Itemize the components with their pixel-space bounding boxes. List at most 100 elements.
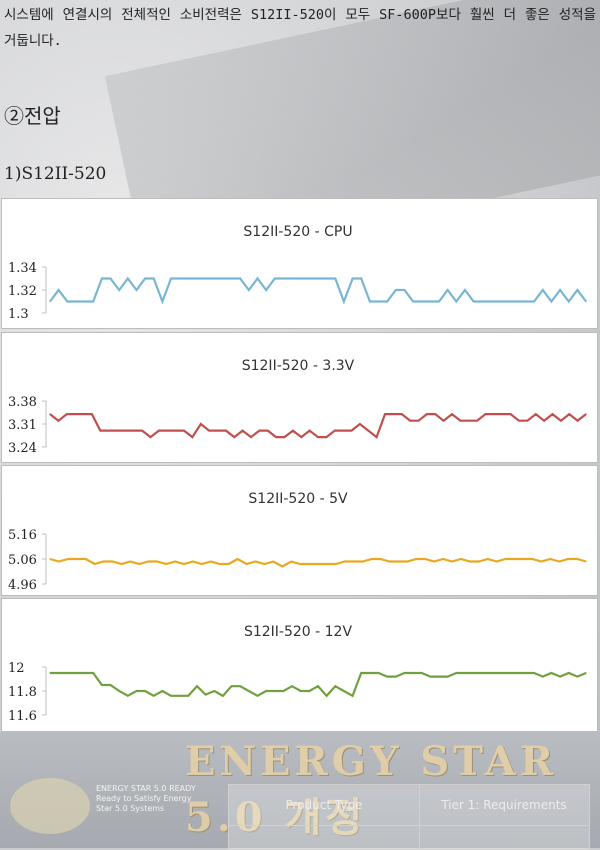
data-point [144,277,146,280]
data-point [362,560,364,563]
data-point [343,300,345,303]
data-point [406,560,408,563]
data-point [326,563,328,565]
y-axis-ticks: 12 11.8 11.6 [8,661,47,724]
data-point [317,563,319,565]
data-point [161,690,163,692]
data-point [58,289,60,291]
data-point [560,420,562,422]
data-point [258,430,260,432]
data-point [265,690,267,692]
data-point [334,430,336,432]
data-point [335,563,337,565]
table-header-requirements: Tier 1: Requirements [441,798,567,812]
data-point [242,430,244,432]
data-point [101,684,103,686]
data-point [377,672,380,674]
data-point [412,672,414,674]
data-point [256,695,259,697]
data-point [222,277,224,280]
data-point [576,676,579,678]
data-point [350,430,353,432]
data-point [498,300,501,303]
data-point [308,690,310,692]
data-point [299,563,301,565]
data-point [353,560,355,563]
data-point [558,560,560,563]
series-line-path [49,557,587,568]
data-point [233,436,235,438]
data-point [487,558,489,560]
data-point [66,413,68,415]
chart-cpu-svg: S12II-520 - CPU 1.34 1.32 1.3 [8,224,587,322]
data-point [493,413,495,415]
data-point [58,672,60,674]
data-point [526,420,529,422]
data-point [57,420,60,422]
data-point [75,672,77,674]
data-point [433,560,435,563]
data-point [74,413,76,415]
data-point [308,563,310,565]
data-point [200,423,202,425]
data-point [166,430,168,432]
data-point [429,676,431,678]
data-point [551,413,554,415]
data-point [317,685,319,687]
data-point [518,420,520,422]
data-point [501,413,503,415]
data-point [138,563,140,565]
data-point [213,690,215,692]
data-point [326,695,328,697]
data-point [219,563,221,565]
data-point [516,672,518,674]
subsection-title: 1)S12II-520 [4,164,107,184]
table-divider [229,825,589,826]
y-tick-label: 3.31 [8,418,37,433]
data-point [317,436,319,438]
chart-title: S12II-520 - 12V [244,624,352,640]
data-point [91,413,93,415]
data-point [245,563,248,565]
data-point [116,430,118,432]
data-point [377,300,380,303]
data-point [386,300,388,303]
data-point [265,289,267,291]
data-point [75,300,77,303]
data-point [386,676,388,678]
data-point [158,430,160,432]
data-point [101,277,103,280]
data-point [442,558,444,560]
data-point [455,672,457,674]
data-point [438,676,440,678]
chart-title: S12II-520 - 3.3V [242,358,355,374]
data-point [275,436,277,438]
data-point [66,300,68,303]
data-point [524,672,527,674]
data-point [99,430,101,432]
data-point [542,289,544,291]
data-point [49,413,51,415]
data-point [559,676,561,678]
data-point [549,558,551,560]
data-point [153,695,155,697]
data-point [170,695,172,697]
data-point [281,565,283,568]
data-point [317,277,319,280]
data-point [292,430,294,432]
data-point [248,690,250,692]
data-point [282,277,284,280]
data-point [388,560,391,563]
data-point [282,690,284,692]
data-point [478,560,480,563]
data-point [585,560,587,563]
body-paragraph: 시스템에 연결시의 전체적인 소비전력은 S12II-520이 모두 SF-60… [4,7,596,49]
data-point [165,563,167,565]
data-point [129,560,131,563]
data-point [183,563,185,565]
y-tick-label: 1.32 [8,284,37,299]
data-point [147,560,149,563]
data-point [473,300,475,303]
data-point [109,277,112,280]
chart-5v: S12II-520 - 5V 5.16 5.06 4.96 [1,465,598,596]
